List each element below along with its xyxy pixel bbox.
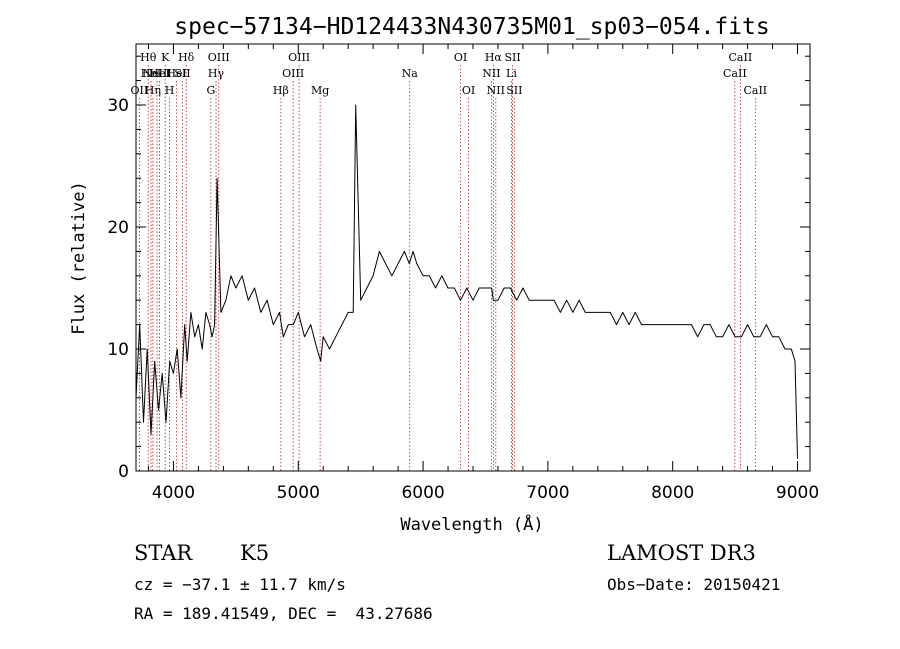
line-label: G — [206, 84, 215, 97]
y-axis-label: Flux (relative) — [69, 181, 89, 335]
line-label: Hβ — [273, 84, 289, 97]
object-subclass: K5 — [240, 541, 270, 565]
line-label: Hη — [145, 84, 161, 97]
line-label: Hα — [485, 51, 503, 64]
line-label: Na — [402, 67, 419, 80]
line-label: K — [161, 51, 170, 64]
x-tick-label: 9000 — [776, 483, 819, 503]
line-label: Hγ — [208, 67, 225, 80]
line-label: CaII — [743, 84, 767, 97]
y-tick-label: 0 — [118, 462, 129, 482]
line-label: SII — [506, 84, 522, 97]
x-tick-label: 7000 — [526, 483, 569, 503]
x-axis-ticks: 4000 5000 6000 7000 8000 9000 — [147, 44, 819, 503]
coordinates: RA = 189.41549, DEC = 43.27686 — [134, 604, 433, 623]
object-class: STAR — [134, 541, 193, 565]
y-axis-ticks: 0 10 20 30 — [107, 55, 810, 482]
observation-date: Obs−Date: 20150421 — [607, 575, 781, 594]
line-markers — [138, 65, 756, 471]
x-tick-label: 5000 — [277, 483, 320, 503]
line-label: HeI — [141, 67, 161, 80]
line-label: NII — [487, 84, 505, 97]
y-tick-label: 20 — [107, 218, 129, 238]
line-label: NeIII — [143, 67, 172, 80]
line-label: SII — [174, 67, 190, 80]
line-label: OI — [454, 51, 467, 64]
spectrum-line — [135, 104, 798, 459]
line-label: CaII — [729, 51, 753, 64]
spectrum-series — [135, 104, 798, 459]
plot-frame — [135, 43, 811, 472]
x-axis-label: Wavelength (Å) — [400, 513, 543, 535]
line-label: Li — [506, 67, 517, 80]
line-label: Hδ — [178, 51, 195, 64]
survey-name: LAMOST DR3 — [607, 541, 756, 565]
line-label: Hθ — [140, 51, 157, 64]
line-label: OII — [131, 84, 149, 97]
y-tick-label: 10 — [107, 340, 129, 360]
line-label: SII — [504, 51, 520, 64]
line-label: HeI — [149, 67, 169, 80]
x-tick-label: 4000 — [152, 483, 195, 503]
line-labels: OIIHθHeIHηNeIIIHeIKHHeISIIHδGHγOIIIHβOII… — [131, 51, 768, 97]
y-tick-label: 30 — [107, 96, 129, 116]
line-label: NII — [482, 67, 500, 80]
line-label: OI — [462, 84, 475, 97]
line-label: OIII — [288, 51, 310, 64]
redshift-value: cz = −37.1 ± 11.7 km/s — [134, 575, 346, 594]
x-tick-label: 6000 — [401, 483, 444, 503]
line-label: Mg — [311, 84, 329, 97]
chart-title: spec−57134−HD124433N430735M01_sp03−054.f… — [174, 14, 769, 40]
line-label: H — [165, 84, 175, 97]
line-label: OIII — [282, 67, 304, 80]
line-label: OIII — [208, 51, 230, 64]
line-label: CaII — [723, 67, 747, 80]
line-label: HeI — [166, 67, 186, 80]
x-tick-label: 8000 — [651, 483, 694, 503]
